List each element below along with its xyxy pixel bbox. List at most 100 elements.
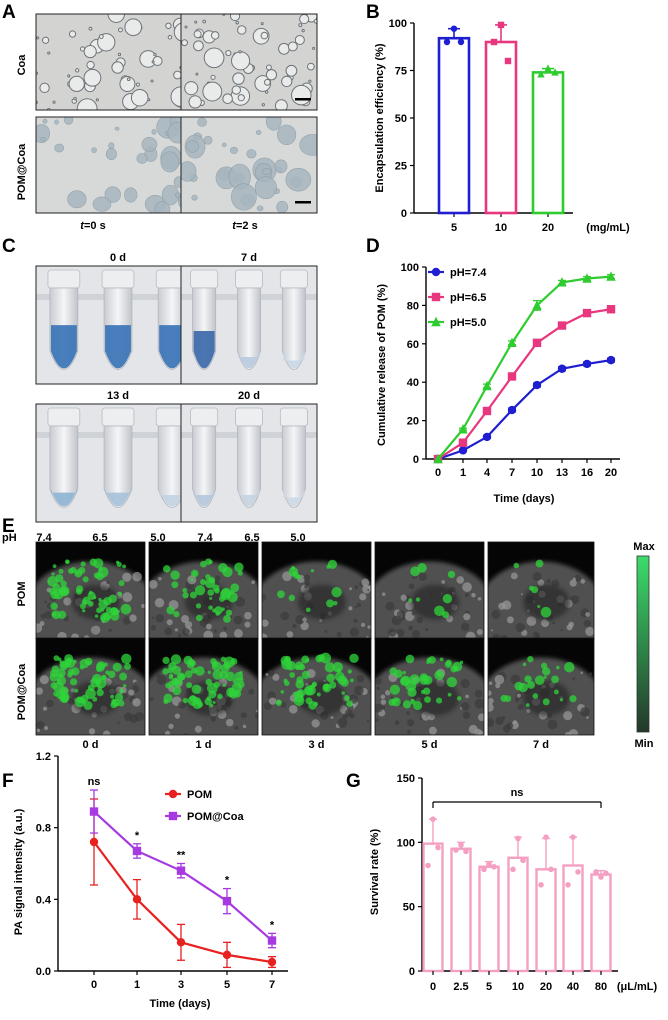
pa-signal bbox=[275, 699, 282, 706]
droplet bbox=[150, 79, 154, 83]
droplet bbox=[124, 18, 143, 37]
speckle bbox=[411, 612, 416, 616]
speckle bbox=[586, 716, 589, 719]
panel-g-xtick-label: 80 bbox=[595, 981, 607, 993]
panel-f-ytick-label: 0.0 bbox=[36, 966, 51, 978]
tube-liquid bbox=[283, 350, 305, 369]
speckle bbox=[46, 699, 54, 708]
speckle bbox=[43, 706, 48, 711]
speckle bbox=[463, 613, 471, 621]
panel-a-time-label-1: t=0 s bbox=[80, 220, 105, 232]
panel-f-point-2 bbox=[267, 936, 277, 945]
speckle bbox=[219, 631, 228, 639]
pa-signal bbox=[105, 606, 113, 614]
pa-signal bbox=[428, 656, 436, 664]
speckle bbox=[141, 603, 145, 609]
tube-liquid bbox=[159, 325, 186, 369]
panel-b-chart: B Encapsulation efficiency (%) 0 25 50 75 10… bbox=[366, 2, 630, 234]
speckle bbox=[199, 618, 209, 628]
pa-signal bbox=[182, 592, 189, 599]
pa-signal bbox=[212, 701, 216, 705]
speckle bbox=[580, 706, 590, 717]
pa-signal bbox=[402, 700, 412, 709]
pa-signal bbox=[74, 688, 79, 693]
speckle bbox=[251, 580, 256, 585]
droplet bbox=[54, 143, 65, 153]
droplet bbox=[265, 117, 282, 131]
droplet bbox=[184, 81, 199, 96]
panel-g-point bbox=[453, 847, 459, 853]
panel-e-scale-min: Min bbox=[635, 738, 654, 750]
pa-signal bbox=[349, 678, 354, 683]
panel-f-legend-marker bbox=[168, 811, 178, 821]
speckle bbox=[295, 614, 305, 625]
pa-signal bbox=[101, 674, 107, 681]
speckle bbox=[513, 720, 517, 724]
tube-cap bbox=[235, 269, 263, 289]
droplet bbox=[68, 75, 85, 92]
panel-e-day-label: 1 d bbox=[196, 739, 212, 751]
pa-signal bbox=[67, 672, 73, 678]
pa-signal bbox=[182, 587, 188, 593]
speckle bbox=[551, 579, 560, 588]
pa-signal bbox=[288, 594, 296, 602]
pa-signal bbox=[116, 561, 122, 567]
pa-signal bbox=[283, 678, 288, 683]
speckle bbox=[515, 622, 525, 633]
speckle bbox=[151, 616, 155, 620]
panel-f-chart: F PA signal intensity (a.u.) Time (days)… bbox=[2, 751, 288, 1010]
pa-signal bbox=[453, 666, 459, 672]
speckle bbox=[106, 580, 110, 585]
speckle bbox=[381, 705, 386, 710]
panel-b-ytick-label: 25 bbox=[395, 161, 407, 173]
speckle bbox=[359, 593, 367, 601]
pa-signal bbox=[434, 670, 445, 681]
tube-liquid bbox=[283, 488, 305, 507]
pa-image-2-5 bbox=[488, 638, 594, 735]
pa-signal bbox=[190, 667, 198, 674]
panel-c-ph-value: 5.0 bbox=[150, 532, 165, 544]
pa-signal bbox=[220, 663, 230, 674]
panel-f-legend-label-1: POM bbox=[187, 789, 212, 801]
droplet bbox=[76, 98, 98, 110]
speckle bbox=[396, 628, 405, 638]
pa-signal bbox=[53, 589, 64, 600]
speckle bbox=[164, 730, 171, 735]
pa-signal bbox=[417, 563, 427, 573]
pa-image-1-1 bbox=[36, 542, 145, 639]
speckle bbox=[117, 721, 120, 725]
pa-image-1-4 bbox=[375, 542, 484, 639]
panel-d-ytick-label: 0 bbox=[413, 454, 419, 466]
speckle bbox=[411, 629, 421, 639]
speckle bbox=[474, 689, 483, 698]
panel-c-ph-value: 6.5 bbox=[244, 532, 259, 544]
pa-signal bbox=[171, 581, 179, 589]
speckle bbox=[425, 628, 429, 632]
speckle bbox=[234, 725, 239, 731]
pa-signal bbox=[551, 675, 559, 684]
panel-b-point bbox=[450, 25, 458, 32]
speckle bbox=[356, 602, 362, 608]
pa-signal bbox=[542, 698, 550, 706]
panel-g-point bbox=[593, 869, 599, 875]
pa-signal bbox=[111, 698, 117, 705]
droplet bbox=[276, 200, 289, 213]
pa-signal bbox=[290, 565, 296, 571]
tube-photo-2 bbox=[181, 266, 317, 384]
panel-d-point-3 bbox=[507, 337, 517, 348]
speckle bbox=[330, 716, 334, 720]
panel-f-xtick-label: 5 bbox=[224, 979, 230, 991]
scale-bar bbox=[295, 98, 311, 101]
speckle bbox=[477, 597, 482, 601]
panel-g-xtick-label: 5 bbox=[486, 981, 492, 993]
tube-photo-4 bbox=[181, 404, 317, 522]
pa-signal bbox=[51, 665, 60, 673]
droplet bbox=[210, 74, 216, 80]
speckle bbox=[418, 572, 427, 581]
panel-b-bar-5 bbox=[437, 36, 471, 215]
panel-c-day-label: 7 d bbox=[241, 252, 257, 264]
droplet bbox=[298, 23, 303, 28]
speckle bbox=[149, 579, 158, 589]
pa-signal bbox=[60, 580, 67, 588]
speckle bbox=[244, 611, 252, 620]
